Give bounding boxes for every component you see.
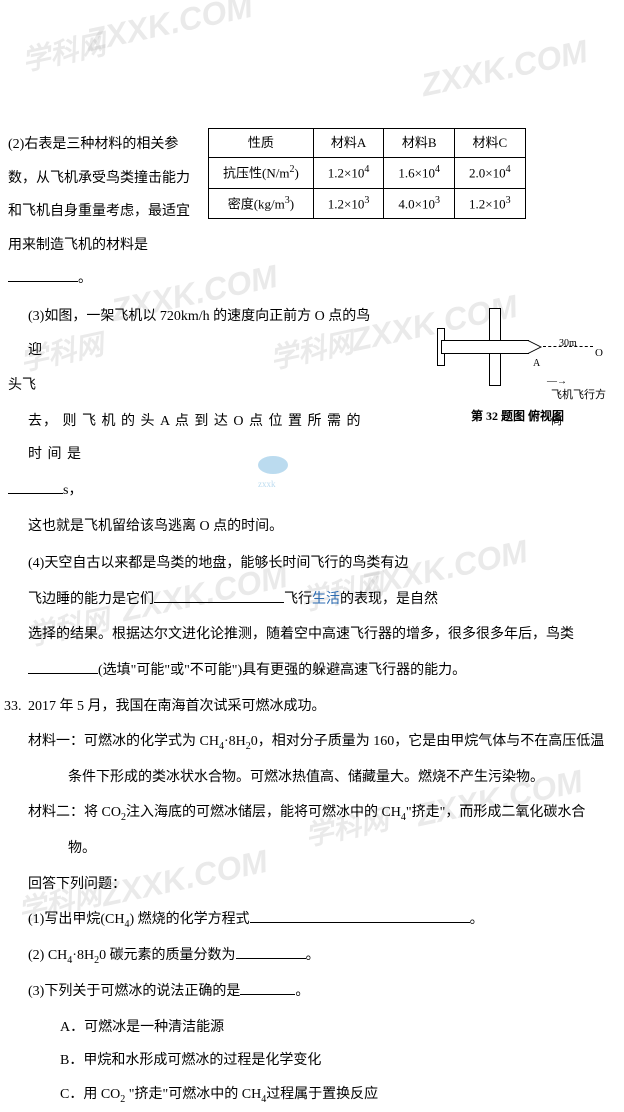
blank — [8, 480, 63, 494]
q32-3-line4: 这也就是飞机留给该鸟逃离 O 点的时间。 — [28, 510, 606, 544]
q33-m1-line2: 条件下形成的类冰状水合物。可燃冰热值高、储藏量大。燃烧不产生污染物。 — [68, 761, 606, 795]
q33-m1-line1: 材料一：可燃冰的化学式为 CH4·8H20，相对分子质量为 160，它是由甲烷气… — [28, 725, 606, 759]
q32-3-line3: s， — [8, 474, 606, 508]
fig-label-a: A — [533, 352, 540, 376]
th-mat-b: 材料B — [384, 129, 455, 158]
q33: 33. 2017 年 5 月，我国在南海首次试采可燃冰成功。 材料一：可燃冰的化… — [8, 690, 606, 1112]
cell: 1.6×104 — [384, 158, 455, 189]
q33-1: (1)写出甲烷(CH4) 燃烧的化学方程式。 — [28, 903, 606, 937]
table-row: 抗压性(N/m2) 1.2×104 1.6×104 2.0×104 — [209, 158, 526, 189]
blank — [236, 945, 306, 959]
row2-label: 密度(kg/m3) — [209, 188, 314, 219]
q33-opt-a: A．可燃冰是一种清洁能源 — [60, 1011, 606, 1045]
q32-4-line3: 选择的结果。根据达尔文进化论推测，随着空中高速飞行器的增多，很多很多年后，鸟类 — [28, 618, 606, 652]
fig-caption: 第 32 题图 俯视图 — [471, 402, 564, 431]
q33-number: 33. — [4, 690, 22, 724]
table-row: 性质 材料A 材料B 材料C — [209, 129, 526, 158]
plane-figure: A 30m O —→ 飞机飞行方向 第 32 题图 俯视图 — [381, 304, 606, 424]
q33-opt-c: C．用 CO2 "挤走"可燃冰中的 CH4过程属于置换反应 — [60, 1078, 606, 1112]
blank — [240, 981, 295, 995]
colored-text: 生活 — [312, 592, 340, 607]
cell: 1.2×103 — [454, 188, 525, 219]
q33-m2-line1: 材料二：将 CO2注入海底的可燃冰储层，能将可燃冰中的 CH4"挤走"，而形成二… — [28, 796, 606, 830]
q32-4-line2: 飞边睡的能力是它们飞行生活的表现，是自然 — [28, 583, 606, 617]
q32-2-intro: (2)右表是三种材料的相关参数，从飞机承受鸟类撞击能力和飞机自身重量考虑，最适宜… — [8, 137, 190, 253]
cell: 2.0×104 — [454, 158, 525, 189]
th-mat-c: 材料C — [454, 129, 525, 158]
q33-head: 2017 年 5 月，我国在南海首次试采可燃冰成功。 — [28, 690, 606, 724]
q33-opt-b: B．甲烷和水形成可燃冰的过程是化学变化 — [60, 1044, 606, 1078]
th-property: 性质 — [209, 129, 314, 158]
blank — [154, 589, 284, 603]
q32-3-block: A 30m O —→ 飞机飞行方向 第 32 题图 俯视图 (3)如图，一架飞机… — [8, 300, 606, 545]
cell: 1.2×104 — [313, 158, 384, 189]
document-body: (2)右表是三种材料的相关参数，从飞机承受鸟类撞击能力和飞机自身重量考虑，最适宜… — [8, 10, 606, 1112]
q33-2: (2) CH4·8H20 碳元素的质量分数为。 — [28, 939, 606, 973]
q33-m2-line2: 物。 — [68, 832, 606, 866]
q32-2-text: (2)右表是三种材料的相关参数，从飞机承受鸟类撞击能力和飞机自身重量考虑，最适宜… — [8, 128, 208, 296]
blank — [250, 909, 470, 923]
period: 。 — [78, 271, 92, 286]
th-mat-a: 材料A — [313, 129, 384, 158]
q32-4-line4: (选填"可能"或"不可能")具有更强的躲避高速飞行器的能力。 — [28, 654, 606, 688]
cell: 1.2×103 — [313, 188, 384, 219]
cell: 4.0×103 — [384, 188, 455, 219]
q33-3: (3)下列关于可燃冰的说法正确的是。 — [28, 975, 606, 1009]
blank — [28, 660, 98, 674]
table-row: 密度(kg/m3) 1.2×103 4.0×103 1.2×103 — [209, 188, 526, 219]
q32-4-line1: (4)天空自古以来都是鸟类的地盘，能够长时间飞行的鸟类有边 — [28, 547, 606, 581]
blank — [8, 268, 78, 282]
fig-label-o: O — [595, 340, 603, 366]
q33-answer-head: 回答下列问题： — [28, 868, 606, 902]
row1-label: 抗压性(N/m2) — [209, 158, 314, 189]
materials-table: 性质 材料A 材料B 材料C 抗压性(N/m2) 1.2×104 1.6×104… — [208, 128, 526, 219]
fig-distance: 30m — [559, 332, 577, 356]
q32-2-row: (2)右表是三种材料的相关参数，从飞机承受鸟类撞击能力和飞机自身重量考虑，最适宜… — [8, 128, 606, 296]
